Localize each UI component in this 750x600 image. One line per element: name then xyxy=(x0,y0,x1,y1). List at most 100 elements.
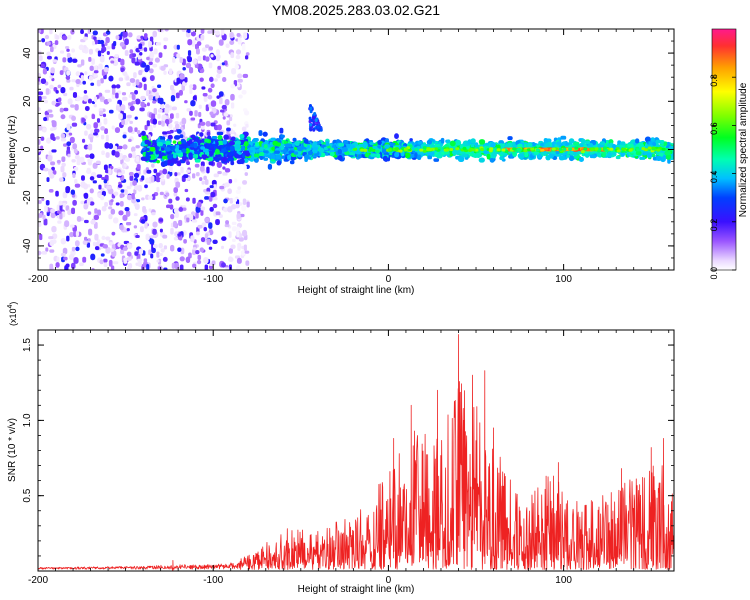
heatmap-cell xyxy=(149,36,154,42)
heatmap-cell xyxy=(138,248,144,255)
heatmap-cell xyxy=(363,148,368,152)
heatmap-cell xyxy=(204,217,210,223)
heatmap-cell xyxy=(59,70,64,76)
heatmap-cell xyxy=(668,145,674,150)
heatmap-cell xyxy=(143,83,147,91)
heatmap-cell xyxy=(237,37,242,45)
heatmap-cell xyxy=(57,97,62,102)
heatmap-cell xyxy=(204,264,209,270)
heatmap-cell xyxy=(234,178,238,183)
heatmap-cell xyxy=(65,205,70,211)
heatmap-cell xyxy=(137,184,143,192)
heatmap-cell xyxy=(120,249,125,255)
heatmap-cell xyxy=(470,138,476,144)
heatmap-cell xyxy=(122,144,128,150)
heatmap-cell xyxy=(55,90,59,94)
heatmap-cell xyxy=(192,248,197,256)
heatmap-cell xyxy=(56,256,60,264)
heatmap-cell xyxy=(102,244,109,249)
heatmap-cell xyxy=(87,158,93,163)
heatmap-cell xyxy=(65,187,70,194)
heatmap-cell xyxy=(115,202,120,206)
heatmap-cell xyxy=(54,40,59,46)
heatmap-cell xyxy=(234,64,240,70)
heatmap-cell xyxy=(88,228,93,236)
heatmap-cell xyxy=(146,169,152,174)
heatmap-cell xyxy=(81,138,86,143)
heatmap-cell xyxy=(163,37,169,42)
heatmap-cell xyxy=(105,30,111,35)
heatmap-cell xyxy=(242,43,246,51)
heatmap-cell xyxy=(234,255,241,259)
heatmap-cell xyxy=(60,252,66,257)
heatmap-cell xyxy=(231,226,237,232)
heatmap-cell xyxy=(652,142,657,147)
heatmap-cell xyxy=(45,247,49,252)
heatmap-cell xyxy=(153,108,157,116)
heatmap-cell xyxy=(44,205,48,213)
heatmap-cell xyxy=(143,258,148,263)
heatmap-cell xyxy=(84,115,88,119)
heatmap-cell xyxy=(125,222,132,226)
heatmap-cell xyxy=(133,189,137,195)
heatmap-cell xyxy=(216,161,222,168)
heatmap-cell xyxy=(169,113,174,120)
heatmap-cell xyxy=(228,248,233,254)
heatmap-cell xyxy=(149,146,156,152)
heatmap-cell xyxy=(230,160,235,166)
heatmap-cell xyxy=(49,240,55,247)
heatmap-cell xyxy=(152,228,157,235)
heatmap-cell xyxy=(165,204,171,209)
heatmap-cell xyxy=(120,189,125,193)
heatmap-cell xyxy=(86,123,92,130)
heatmap-cell xyxy=(168,123,173,129)
heatmap-cell xyxy=(162,168,168,175)
heatmap-cell xyxy=(94,128,100,133)
spectrogram-y-tick-label: 0 xyxy=(22,146,33,152)
heatmap-cell xyxy=(112,217,119,224)
heatmap-cell xyxy=(38,222,42,227)
heatmap-cell xyxy=(148,249,152,256)
heatmap-cell xyxy=(310,118,314,123)
heatmap-cell xyxy=(338,143,345,147)
heatmap-cell xyxy=(202,92,208,97)
heatmap-cell xyxy=(216,131,224,136)
heatmap-cell xyxy=(118,181,122,185)
heatmap-cell xyxy=(81,175,85,181)
snr-x-tick-label: 0 xyxy=(386,575,392,586)
heatmap-cell xyxy=(173,207,179,214)
heatmap-cell xyxy=(64,220,70,228)
heatmap-cell xyxy=(226,127,231,132)
heatmap-cell xyxy=(152,142,156,146)
heatmap-cell xyxy=(38,91,44,96)
heatmap-cell xyxy=(146,89,150,97)
heatmap-cell xyxy=(114,127,121,133)
heatmap-cell xyxy=(139,52,143,56)
heatmap-cell xyxy=(67,56,73,63)
heatmap-cell xyxy=(49,84,54,90)
heatmap-cell xyxy=(85,154,90,158)
heatmap-cell xyxy=(174,172,178,177)
heatmap-cell xyxy=(104,142,110,149)
heatmap-cell xyxy=(665,153,672,160)
heatmap-cell xyxy=(104,128,108,135)
heatmap-cell xyxy=(159,191,164,196)
heatmap-cell xyxy=(196,259,202,265)
heatmap-cell xyxy=(179,264,184,270)
heatmap-cell xyxy=(158,218,164,222)
heatmap-cell xyxy=(151,113,156,121)
heatmap-cell xyxy=(197,63,203,70)
heatmap-cell xyxy=(636,148,641,152)
heatmap-cell xyxy=(117,184,123,188)
heatmap-cell xyxy=(124,157,131,162)
heatmap-cell xyxy=(221,236,227,241)
heatmap-cell xyxy=(375,149,380,153)
heatmap-cell xyxy=(135,145,140,149)
heatmap-cell xyxy=(188,138,193,145)
heatmap-cell xyxy=(73,166,79,171)
heatmap-cell xyxy=(41,251,47,255)
heatmap-cell xyxy=(61,156,66,163)
heatmap-cell xyxy=(148,68,154,74)
heatmap-cell xyxy=(160,65,166,71)
heatmap-cell xyxy=(121,92,127,96)
